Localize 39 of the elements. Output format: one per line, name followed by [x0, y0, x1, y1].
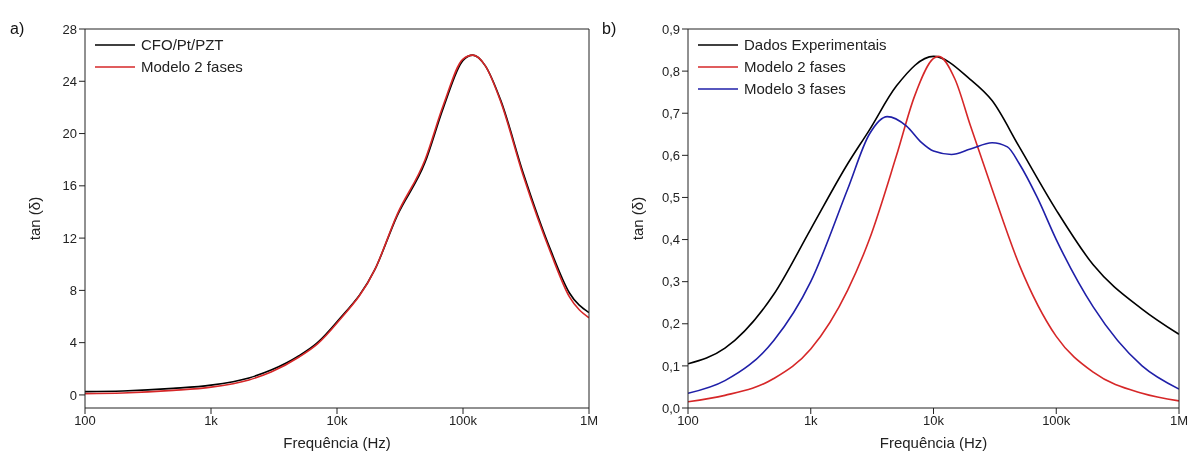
x-tick-label: 100k — [448, 413, 478, 429]
legend-label: Modelo 2 fases — [744, 57, 846, 77]
y-tick-label: 20 — [62, 126, 77, 142]
legend-label: Modelo 3 fases — [744, 79, 846, 99]
y-tick-label: 0 — [69, 387, 77, 403]
y-tick-label: 0,0 — [661, 400, 680, 416]
x-tick-label: 100 — [677, 413, 699, 429]
y-tick-label: 0,1 — [661, 358, 680, 374]
y-tick-label: 0,8 — [661, 63, 680, 79]
x-tick-label: 1M — [1169, 413, 1189, 429]
y-tick-label: 0,9 — [661, 21, 680, 37]
y-tick-label: 0,5 — [661, 190, 680, 206]
chart-title: b) — [602, 20, 617, 37]
y-tick-label: 28 — [62, 21, 77, 37]
x-tick-label: 10k — [923, 413, 945, 429]
x-tick-label: 1M — [579, 413, 599, 429]
legend-label: Dados Experimentais — [744, 35, 887, 55]
y-tick-label: 4 — [69, 335, 77, 351]
y-tick-label: 0,2 — [661, 316, 680, 332]
chart-title: a) — [10, 20, 25, 37]
x-axis-title: Frequência (Hz) — [879, 434, 988, 451]
x-tick-label: 1k — [204, 413, 219, 429]
y-axis-title: tan (δ) — [629, 196, 647, 241]
x-tick-label: 100k — [1042, 413, 1071, 429]
x-axis-title: Frequência (Hz) — [283, 434, 391, 451]
y-axis-title: tan (δ) — [26, 196, 44, 241]
y-tick-label: 0,7 — [661, 105, 680, 121]
y-tick-label: 12 — [62, 230, 77, 246]
y-tick-label: 8 — [69, 282, 77, 298]
y-tick-label: 0,4 — [661, 232, 680, 248]
y-tick-label: 0,3 — [661, 274, 680, 290]
legend-label: Modelo 2 fases — [141, 57, 243, 77]
y-tick-label: 16 — [62, 178, 77, 194]
x-tick-label: 10k — [326, 413, 348, 429]
x-tick-label: 100 — [74, 413, 96, 429]
y-tick-label: 24 — [62, 73, 77, 89]
y-tick-label: 0,6 — [661, 147, 680, 163]
x-tick-label: 1k — [803, 413, 819, 429]
legend-label: CFO/Pt/PZT — [141, 35, 224, 55]
